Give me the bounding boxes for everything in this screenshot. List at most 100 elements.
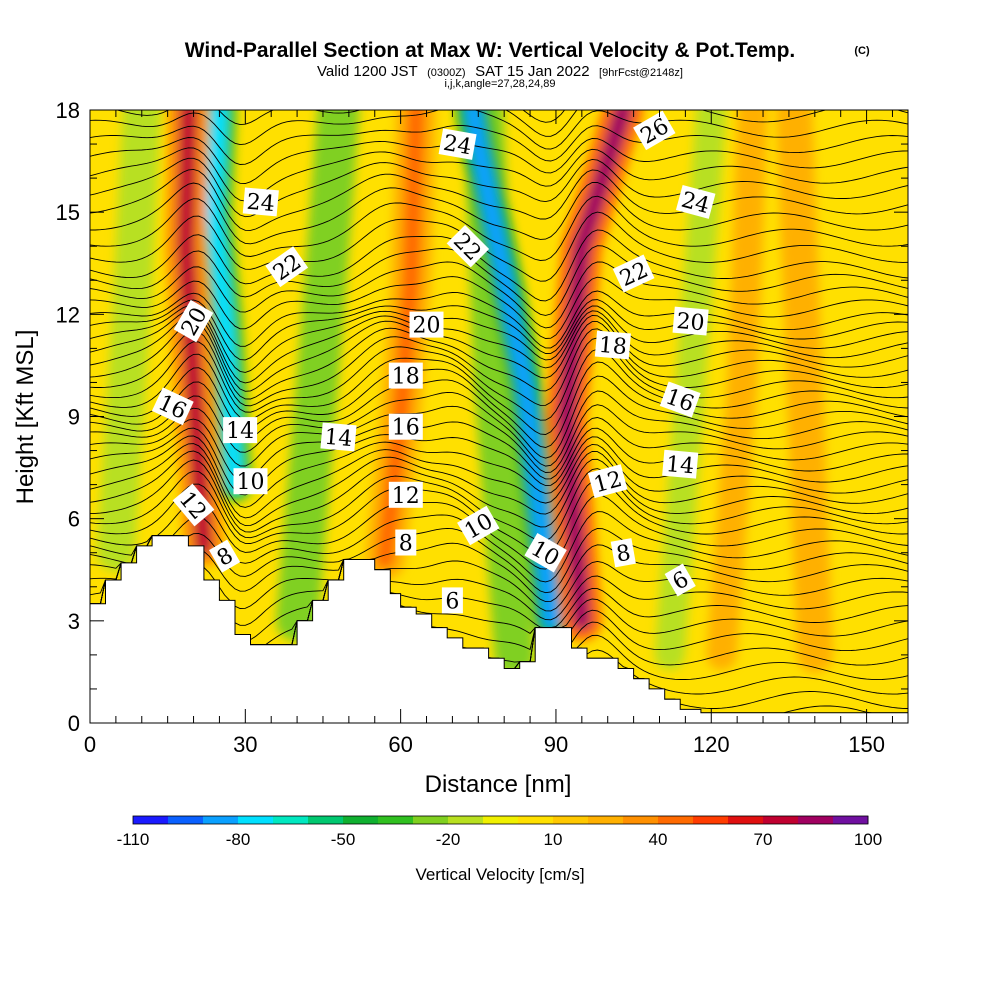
isentrope-line (90, 337, 908, 421)
colorbar-swatch (238, 816, 274, 824)
contour-label-box (209, 539, 241, 573)
isentrope-line (90, 304, 908, 373)
contour-label-text: 24 (246, 190, 276, 217)
isentrope-line (90, 404, 908, 473)
contour-label-text: 18 (392, 365, 420, 390)
chart-title: Wind-Parallel Section at Max W: Vertical… (185, 39, 796, 62)
isentrope-line (90, 276, 908, 339)
x-tick-label: 0 (84, 732, 96, 757)
contour-label-text: 14 (323, 425, 353, 452)
isentrope-line (90, 309, 908, 384)
colorbar-title: Vertical Velocity [cm/s] (415, 865, 584, 884)
colorbar-swatch (623, 816, 659, 824)
isentrope-line (90, 299, 908, 361)
contour-label-box (151, 387, 194, 426)
contour-label: 14 (662, 449, 699, 479)
colorbar-swatch (763, 816, 799, 824)
contour-label-box (610, 538, 636, 568)
isentrope-line (90, 290, 908, 349)
contour-label-text: 20 (413, 314, 441, 339)
downdraft-band-core (206, 110, 243, 493)
subtitle-forecast: [9hrFcst@2148z] (599, 67, 683, 79)
contour-label-box (457, 505, 500, 546)
contour-label: 14 (223, 417, 258, 444)
contour-label-box (265, 246, 309, 288)
colorbar-swatch (728, 816, 764, 824)
contour-label: 24 (438, 128, 477, 160)
isentrope-line (90, 427, 908, 496)
colorbar-tick-label: 70 (754, 830, 773, 849)
colorbar-frame (132, 815, 869, 825)
colorbar-swatch (308, 816, 344, 824)
colorbar-swatch (343, 816, 379, 824)
contour-label-box (662, 449, 699, 479)
contour-label: 16 (388, 413, 423, 441)
subtitle-indices: i,j,k,angle=27,28,24,89 (444, 78, 555, 90)
colorbar-tick-label: 40 (649, 830, 668, 849)
colorbar-swatch (273, 816, 309, 824)
contour-label-text: 10 (237, 470, 265, 495)
x-tick-label: 30 (233, 732, 257, 757)
chart-title-mark: (C) (854, 45, 870, 57)
contour-label: 20 (409, 311, 444, 339)
contour-label-box (664, 563, 696, 597)
weak-downdraft-zone (276, 110, 360, 642)
contour-label-box (388, 481, 423, 508)
contour-label-box (242, 187, 279, 217)
contour-label: 18 (388, 362, 423, 390)
isentrope-line (90, 157, 908, 218)
isentrope-line (90, 211, 908, 282)
isentrope-line (90, 468, 908, 542)
colorbar-swatch (658, 816, 694, 824)
subtitle-valid: Valid 1200 JST (317, 63, 418, 80)
contour-label-box (659, 381, 701, 418)
contour-label: 10 (233, 468, 268, 495)
colorbar-tick-label: 100 (854, 830, 882, 849)
contour-label-text: 8 (614, 541, 632, 568)
weak-updraft-zone (776, 110, 833, 673)
isentrope-line (90, 443, 908, 519)
contour-label: 24 (242, 187, 279, 217)
isentrope-line (90, 450, 908, 527)
contour-label-text: 16 (392, 416, 420, 441)
isentrope-line (90, 361, 908, 448)
contour-label: 18 (594, 330, 631, 360)
colorbar-swatch (448, 816, 484, 824)
isentrope-line (90, 417, 908, 482)
contour-label-box (173, 299, 214, 343)
colorbar-swatch (413, 816, 449, 824)
colorbar-swatch (378, 816, 414, 824)
isentrope-line (525, 97, 561, 107)
contour-label-box (524, 532, 567, 573)
y-tick-label: 18 (56, 98, 80, 123)
x-tick-label: 90 (544, 732, 568, 757)
isentrope-line (90, 494, 908, 570)
isentrope-line (90, 147, 908, 202)
isentrope-line (90, 195, 908, 261)
isentrope-line (90, 321, 908, 400)
y-tick-label: 6 (68, 507, 80, 532)
weak-downdraft-zone (96, 110, 161, 572)
isentrope-line (90, 261, 908, 329)
contour-label-box (395, 529, 417, 556)
isentrope-line (90, 110, 908, 150)
contour-label-box (633, 110, 676, 151)
y-tick-label: 3 (68, 609, 80, 634)
contour-label-text: 14 (665, 452, 695, 479)
isentrope-line (90, 479, 908, 556)
colorbar: -110 -80 -50 -20 10 40 70 100 (117, 815, 882, 849)
colorbar-swatch (203, 816, 239, 824)
subtitle-date: SAT 15 Jan 2022 (475, 63, 590, 80)
contour-label: 8 (610, 538, 636, 568)
colorbar-tick-label: -50 (331, 830, 356, 849)
isentrope-line (115, 110, 908, 137)
contour-label: 12 (388, 481, 423, 509)
contour-label: 14 (320, 422, 357, 452)
contour-label-box (388, 413, 423, 440)
colorbar-swatch (518, 816, 554, 824)
contour-label: 12 (587, 464, 628, 498)
colorbar-swatch (168, 816, 204, 824)
colorbar-swatch (483, 816, 519, 824)
contour-label-box (233, 468, 268, 495)
